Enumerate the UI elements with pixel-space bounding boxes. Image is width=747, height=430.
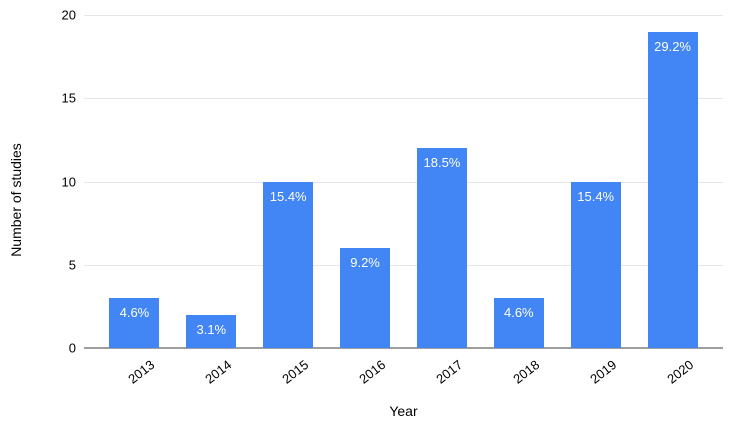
x-label-band-2016: 2016: [327, 348, 404, 403]
bar-2013: 4.6%: [109, 298, 160, 348]
x-tick-label-2020: 2020: [663, 357, 696, 387]
bar-value-label-2019: 15.4%: [577, 188, 615, 204]
bar-2015: 15.4%: [263, 181, 314, 348]
plot-area: 4.6% 3.1% 15.4% 9.2% 18.5% 4.6% 15.4% 29.2%: [84, 15, 723, 349]
x-label-band-2013: 2013: [96, 348, 173, 403]
x-tick-label-2014: 2014: [202, 357, 235, 387]
gridline-y-15: [84, 98, 723, 100]
x-tick-labels-container: 2013 2014 2015 2016 2017 2018 2019 2020: [84, 348, 723, 403]
bar-value-label-2013: 4.6%: [119, 305, 150, 321]
bars-container: 4.6% 3.1% 15.4% 9.2% 18.5% 4.6% 15.4% 29.2%: [84, 15, 723, 348]
x-label-band-2017: 2017: [404, 348, 481, 403]
gridline-y-5: [84, 264, 723, 266]
bar-2017: 18.5%: [416, 148, 467, 348]
bar-2014: 3.1%: [186, 314, 237, 348]
bar-value-label-2020: 29.2%: [654, 38, 691, 54]
x-label-band-2018: 2018: [480, 348, 557, 403]
y-tick-label-15: 15: [61, 90, 76, 106]
x-label-band-2015: 2015: [250, 348, 327, 403]
bar-band-2019: 15.4%: [557, 15, 634, 348]
x-axis-title: Year: [389, 403, 418, 419]
bar-value-label-2017: 18.5%: [423, 155, 461, 171]
y-tick-label-10: 10: [61, 174, 76, 189]
bar-2016: 9.2%: [340, 248, 391, 348]
bar-band-2016: 9.2%: [327, 15, 404, 348]
bar-2018: 4.6%: [493, 298, 544, 348]
x-tick-label-2017: 2017: [433, 357, 466, 387]
bar-value-label-2018: 4.6%: [503, 305, 534, 321]
y-tick-label-5: 5: [68, 257, 76, 273]
bar-value-label-2014: 3.1%: [196, 321, 227, 337]
bar-band-2018: 4.6%: [480, 15, 557, 348]
bar-band-2017: 18.5%: [404, 15, 481, 348]
x-label-band-2020: 2020: [634, 348, 711, 403]
gridline-y-20: [84, 15, 723, 16]
bar-2019: 15.4%: [570, 181, 621, 348]
bar-band-2020: 29.2%: [634, 15, 711, 348]
y-tick-label-0: 0: [68, 340, 76, 356]
bar-band-2014: 3.1%: [173, 15, 250, 348]
x-tick-label-2013: 2013: [125, 357, 158, 387]
x-tick-label-2016: 2016: [356, 357, 389, 387]
y-axis-title: Number of studies: [8, 143, 24, 257]
x-label-band-2014: 2014: [173, 348, 250, 403]
bar-band-2013: 4.6%: [96, 15, 173, 348]
x-axis-baseline: [84, 347, 723, 349]
gridline-y-10: [84, 181, 723, 183]
x-tick-label-2019: 2019: [586, 357, 619, 387]
x-tick-label-2018: 2018: [510, 357, 543, 387]
bar-2020: 29.2%: [647, 31, 698, 348]
bar-value-label-2016: 9.2%: [350, 255, 380, 271]
x-label-band-2019: 2019: [557, 348, 634, 403]
y-tick-label-20: 20: [61, 7, 76, 23]
x-tick-label-2015: 2015: [279, 357, 312, 387]
bar-value-label-2015: 15.4%: [269, 188, 307, 204]
bar-band-2015: 15.4%: [250, 15, 327, 348]
